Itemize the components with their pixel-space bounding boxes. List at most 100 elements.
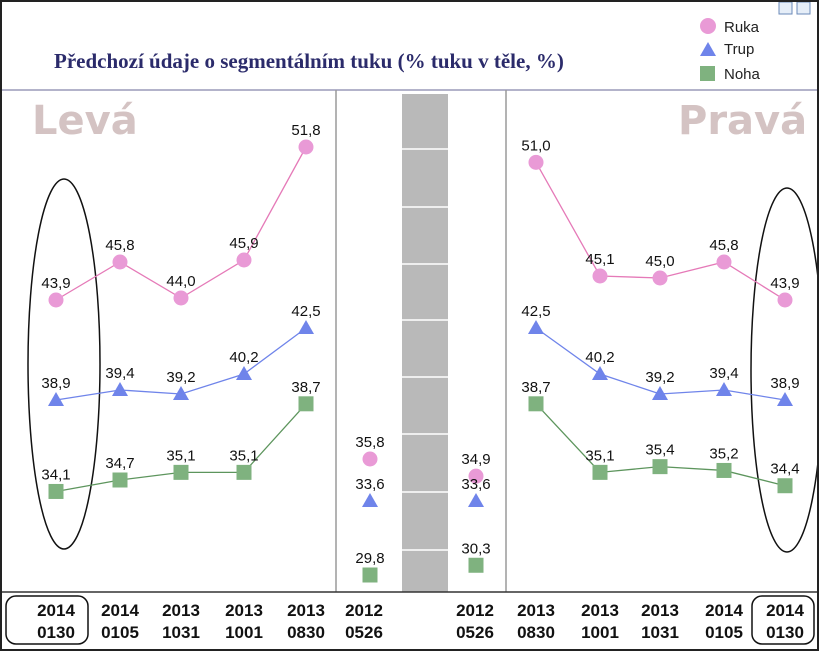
left-trup-point xyxy=(48,392,64,406)
right-trup-point xyxy=(652,386,668,400)
left-trup-value-label: 40,2 xyxy=(229,349,258,366)
middle-noha-point xyxy=(468,557,484,573)
left-noha-value-label: 34,7 xyxy=(105,455,134,472)
restore-icon[interactable] xyxy=(778,2,793,15)
right-trup-value-label: 38,9 xyxy=(770,375,799,392)
right-ruka-value-label: 45,0 xyxy=(645,253,674,270)
middle-noha-point xyxy=(362,567,378,583)
right-noha-point xyxy=(652,459,668,475)
right-ruka-point xyxy=(528,154,544,170)
window-controls xyxy=(778,2,811,15)
legend: Ruka Trup Noha xyxy=(700,18,761,83)
right-noha-value-label: 38,7 xyxy=(521,379,550,396)
left-ruka-value-label: 45,8 xyxy=(105,237,134,254)
left-current-highlight xyxy=(27,178,101,550)
middle-trup-point xyxy=(362,493,378,507)
left-ruka-point xyxy=(298,139,314,155)
right-trup-point xyxy=(592,366,608,380)
date-tick-label: 2014 0105 xyxy=(101,601,139,642)
right-trup-value-label: 40,2 xyxy=(585,349,614,366)
right-trup-point xyxy=(777,392,793,406)
left-noha-point xyxy=(298,396,314,412)
left-ruka-point xyxy=(112,254,128,270)
right-noha-value-label: 34,4 xyxy=(770,461,799,478)
chart-title: Předchozí údaje o segmentálním tuku (% t… xyxy=(54,49,564,73)
right-ruka-value-label: 45,8 xyxy=(709,237,738,254)
date-tick-label: 2013 1031 xyxy=(641,601,679,642)
right-trup-value-label: 39,4 xyxy=(709,365,738,382)
right-trup-value-label: 39,2 xyxy=(645,369,674,386)
left-ruka-value-label: 44,0 xyxy=(166,273,195,290)
right-noha-value-label: 35,1 xyxy=(585,447,614,464)
right-ruka-value-label: 45,1 xyxy=(585,251,614,268)
middle-ruka-value-label: 34,9 xyxy=(461,451,490,468)
middle-ruka-point xyxy=(468,468,484,484)
date-tick-label: 2013 0830 xyxy=(287,601,325,642)
left-trup-point xyxy=(236,366,252,380)
close-icon[interactable] xyxy=(796,2,811,15)
left-trup-point xyxy=(173,386,189,400)
middle-ruka-value-label: 35,8 xyxy=(355,434,384,451)
right-noha-value-label: 35,4 xyxy=(645,442,674,459)
left-ruka-point xyxy=(173,290,189,306)
left-ruka-value-label: 45,9 xyxy=(229,235,258,252)
left-noha-point xyxy=(48,483,64,499)
date-tick-label: 2014 0130 xyxy=(766,601,804,642)
left-noha-value-label: 34,1 xyxy=(41,466,70,483)
left-trup-point xyxy=(298,320,314,334)
right-noha-point xyxy=(777,478,793,494)
date-tick-label: 2014 0130 xyxy=(37,601,75,642)
left-trup-value-label: 38,9 xyxy=(41,375,70,392)
right-current-date-box xyxy=(751,595,815,645)
date-tick-label: 2013 0830 xyxy=(517,601,555,642)
right-ruka-value-label: 51,0 xyxy=(521,137,550,154)
left-noha-value-label: 38,7 xyxy=(291,379,320,396)
left-ruka-point xyxy=(48,292,64,308)
left-ruka-value-label: 51,8 xyxy=(291,122,320,139)
date-tick-label: 2013 1001 xyxy=(225,601,263,642)
left-noha-point xyxy=(173,464,189,480)
left-side-label: Levá xyxy=(32,98,138,144)
left-trup-value-label: 39,2 xyxy=(166,369,195,386)
middle-noha-value-label: 29,8 xyxy=(355,550,384,567)
right-ruka-point xyxy=(777,292,793,308)
left-noha-point xyxy=(112,472,128,488)
right-noha-point xyxy=(528,396,544,412)
right-side-label: Pravá xyxy=(678,98,807,144)
right-current-highlight xyxy=(750,187,817,553)
left-current-date-box xyxy=(5,595,89,645)
right-trup-point xyxy=(716,382,732,396)
left-trup-value-label: 42,5 xyxy=(291,303,320,320)
left-trup-point xyxy=(112,382,128,396)
right-ruka-value-label: 43,9 xyxy=(770,275,799,292)
left-trup-value-label: 39,4 xyxy=(105,365,134,382)
middle-trup-point xyxy=(468,493,484,507)
right-trup-point xyxy=(528,320,544,334)
date-tick-label: 2012 0526 xyxy=(345,601,383,642)
right-ruka-point xyxy=(592,268,608,284)
middle-trup-value-label: 33,6 xyxy=(461,476,490,493)
middle-noha-value-label: 30,3 xyxy=(461,540,490,557)
right-trup-value-label: 42,5 xyxy=(521,303,550,320)
legend-marker-noha xyxy=(700,66,715,81)
left-ruka-point xyxy=(236,252,252,268)
legend-label-ruka: Ruka xyxy=(724,19,760,36)
date-tick-label: 2012 0526 xyxy=(456,601,494,642)
date-gap-bar xyxy=(402,94,448,592)
right-noha-value-label: 35,2 xyxy=(709,445,738,462)
left-noha-point xyxy=(236,464,252,480)
middle-trup-value-label: 33,6 xyxy=(355,476,384,493)
left-noha-value-label: 35,1 xyxy=(166,447,195,464)
legend-marker-trup xyxy=(700,42,716,56)
legend-label-noha: Noha xyxy=(724,66,761,83)
legend-label-trup: Trup xyxy=(724,41,754,58)
right-ruka-point xyxy=(716,254,732,270)
legend-marker-ruka xyxy=(700,18,716,34)
date-labels: 2014 0130 2014 0105 2013 1031 2013 1001 2013 0830… xyxy=(37,601,804,642)
middle-ruka-point xyxy=(362,451,378,467)
right-noha-point xyxy=(716,462,732,478)
right-noha-point xyxy=(592,464,608,480)
right-ruka-point xyxy=(652,270,668,286)
